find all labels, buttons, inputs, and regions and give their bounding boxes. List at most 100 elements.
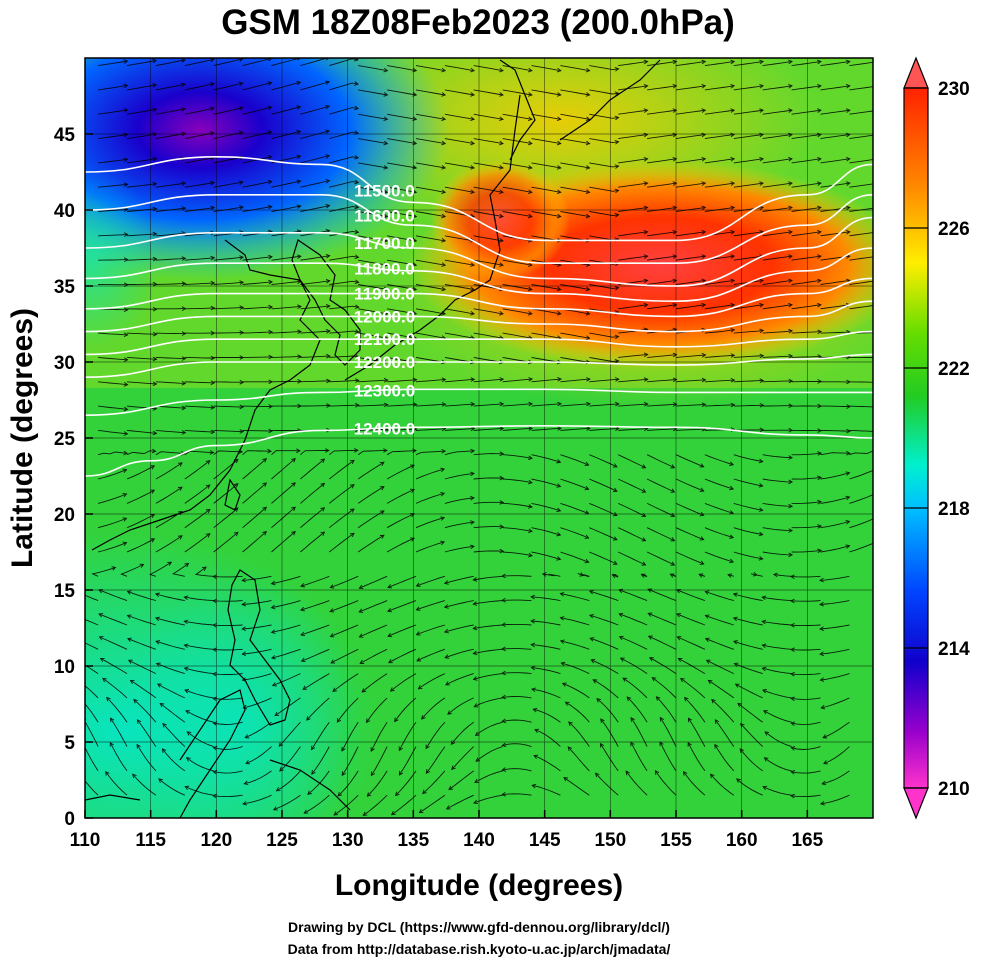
- streamline: [300, 330, 330, 334]
- y-tick-label: 20: [54, 505, 75, 526]
- streamline: [98, 356, 128, 361]
- streamline: [271, 458, 296, 480]
- height-contour-line: [85, 388, 873, 416]
- streamline-arrowhead: [470, 471, 475, 477]
- streamline: [791, 356, 822, 358]
- streamline: [618, 354, 648, 358]
- streamline: [398, 721, 417, 751]
- streamline: [531, 551, 561, 560]
- streamline: [618, 109, 648, 115]
- streamline-arrowhead: [729, 461, 735, 466]
- streamline-arrowhead: [699, 463, 705, 468]
- streamline: [762, 61, 793, 67]
- streamline-arrowhead: [759, 108, 765, 113]
- streamline-arrowhead: [559, 591, 565, 597]
- streamline: [329, 484, 355, 504]
- streamline-arrowhead: [527, 262, 533, 267]
- streamline: [501, 648, 532, 650]
- streamline-arrowhead: [683, 696, 689, 702]
- streamline: [370, 746, 388, 776]
- streamline-arrowhead: [670, 488, 676, 493]
- streamline-arrowhead: [383, 377, 389, 383]
- streamline-arrowhead: [267, 179, 273, 185]
- streamline-arrowhead: [788, 156, 793, 162]
- streamline: [791, 109, 821, 115]
- streamline: [213, 624, 243, 627]
- streamline: [271, 305, 302, 310]
- streamline-arrowhead: [534, 728, 540, 733]
- streamline: [271, 205, 301, 212]
- streamline: [446, 794, 474, 810]
- streamline-arrowhead: [123, 357, 129, 362]
- streamline: [773, 573, 792, 577]
- streamline: [300, 180, 330, 188]
- streamline: [625, 770, 648, 796]
- streamline: [675, 279, 706, 285]
- streamline-arrowhead: [499, 262, 504, 267]
- streamline-arrowhead: [701, 205, 707, 211]
- streamline: [444, 624, 474, 633]
- streamline: [394, 697, 417, 722]
- streamline-arrowhead: [556, 189, 562, 195]
- streamline-arrowhead: [412, 67, 418, 73]
- streamline-arrowhead: [527, 165, 533, 170]
- streamline: [98, 332, 128, 336]
- streamline-arrowhead: [181, 381, 187, 386]
- streamline-arrowhead: [267, 81, 273, 86]
- streamline: [531, 284, 561, 291]
- streamline-arrowhead: [585, 311, 591, 316]
- streamline-arrowhead: [699, 560, 705, 565]
- streamline: [155, 429, 186, 434]
- streamline: [820, 545, 850, 553]
- streamline-arrowhead: [415, 631, 421, 636]
- streamline-arrowhead: [527, 67, 533, 73]
- streamline-arrowhead: [672, 59, 678, 65]
- streamline-arrowhead: [239, 429, 245, 434]
- streamline-arrowhead: [152, 206, 158, 212]
- streamline-arrowhead: [441, 448, 447, 454]
- streamline-arrowhead: [358, 633, 364, 638]
- streamline-arrowhead: [238, 449, 244, 455]
- streamline: [680, 678, 706, 699]
- wind-streamlines: [78, 58, 873, 816]
- streamline-arrowhead: [139, 563, 145, 568]
- streamline: [172, 563, 189, 577]
- streamline-arrowhead: [167, 561, 173, 566]
- streamline: [849, 280, 873, 285]
- streamline: [704, 354, 735, 358]
- streamline-arrowhead: [325, 129, 331, 134]
- streamline: [425, 721, 446, 749]
- streamline: [213, 600, 243, 602]
- streamline-arrowhead: [244, 734, 250, 739]
- streamline: [329, 449, 358, 456]
- streamline-arrowhead: [336, 717, 342, 723]
- streamline-arrowhead: [412, 92, 418, 97]
- streamline: [155, 132, 186, 140]
- streamline-arrowhead: [759, 132, 765, 138]
- streamline: [502, 113, 532, 120]
- streamline: [358, 379, 388, 383]
- streamline-arrowhead: [291, 506, 296, 512]
- streamline-arrowhead: [672, 229, 678, 235]
- streamline-arrowhead: [630, 717, 635, 722]
- streamline: [126, 258, 157, 261]
- streamline: [618, 158, 648, 164]
- streamline: [444, 428, 475, 431]
- streamline-arrowhead: [398, 746, 403, 752]
- streamline-arrowhead: [78, 771, 82, 775]
- streamline-arrowhead: [297, 279, 302, 284]
- streamline-arrowhead: [470, 67, 476, 73]
- height-contour-line: [85, 353, 873, 378]
- streamline: [647, 428, 677, 431]
- streamline: [618, 182, 648, 188]
- streamline: [300, 280, 330, 285]
- credit-drawing: Drawing by DCL (https://www.gfd-dennou.o…: [288, 919, 670, 935]
- streamline: [473, 526, 504, 529]
- streamline: [126, 332, 157, 335]
- streamline: [387, 428, 417, 431]
- streamline: [418, 673, 446, 690]
- streamline-arrowhead: [556, 531, 562, 537]
- streamline: [358, 113, 388, 120]
- streamline: [329, 58, 359, 67]
- streamline: [444, 648, 474, 659]
